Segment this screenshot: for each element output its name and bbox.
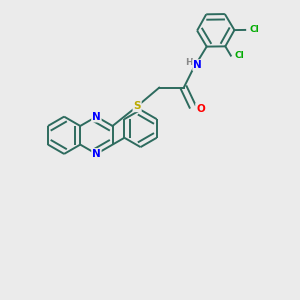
Text: N: N [193, 60, 202, 70]
Text: S: S [134, 101, 141, 111]
Text: Cl: Cl [249, 26, 259, 34]
Text: O: O [196, 104, 205, 114]
Text: N: N [92, 149, 101, 159]
Text: Cl: Cl [235, 51, 244, 60]
Text: N: N [92, 112, 101, 122]
Text: H: H [185, 58, 192, 67]
